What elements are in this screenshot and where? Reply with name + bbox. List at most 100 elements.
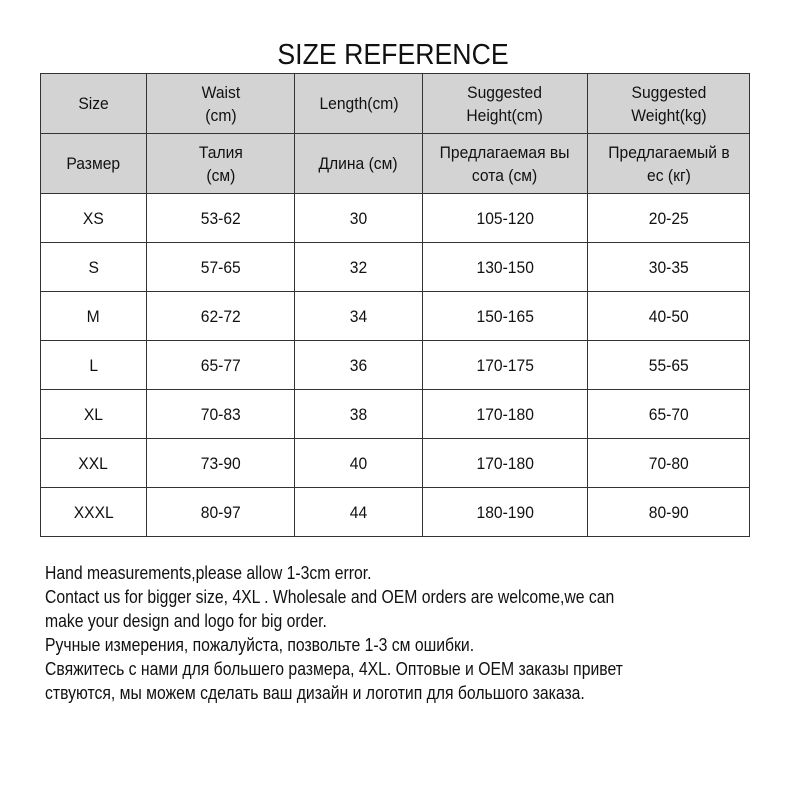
table-cell: 80-90	[587, 487, 750, 537]
table-cell: 40	[294, 438, 423, 488]
cell-text: 170-180	[476, 404, 534, 424]
cell-text: 40	[349, 453, 368, 473]
cell-text: 38	[349, 404, 368, 424]
table-row: XXXL 80-97 44 180-190 80-90	[40, 487, 750, 537]
table-cell: 20-25	[587, 193, 750, 243]
cell-text: Waist (cm)	[201, 82, 240, 125]
cell-text: 65-77	[200, 355, 241, 375]
note-line: Свяжитесь с нами для большего размера, 4…	[45, 659, 623, 679]
table-cell: 30-35	[587, 242, 750, 292]
table-row: XL 70-83 38 170-180 65-70	[40, 389, 750, 439]
table-cell: XS	[40, 193, 147, 243]
cell-text: 130-150	[476, 257, 534, 277]
cell-text: 65-70	[648, 404, 689, 424]
cell-text: 36	[349, 355, 368, 375]
cell-text: XS	[83, 208, 104, 228]
table-row: XXL 73-90 40 170-180 70-80	[40, 438, 750, 488]
size-table: Size Waist (cm) Length(cm) Suggested Height…	[40, 73, 750, 537]
cell-text: 70-80	[648, 453, 689, 473]
cell-text: S	[88, 257, 99, 277]
table-row: L 65-77 36 170-175 55-65	[40, 340, 750, 390]
cell-text: 150-165	[476, 306, 534, 326]
cell-text: 170-175	[476, 355, 534, 375]
table-cell: XXXL	[40, 487, 147, 537]
table-cell: 130-150	[422, 242, 588, 292]
table-cell: 32	[294, 242, 423, 292]
table-cell: 65-70	[587, 389, 750, 439]
table-cell: Предлагаемая вы сота (см)	[422, 133, 588, 194]
cell-text: 44	[349, 502, 368, 522]
header-row-english: Size Waist (cm) Length(cm) Suggested Height…	[40, 73, 750, 134]
table-cell: Предлагаемый в ес (кг)	[587, 133, 750, 194]
table-cell: Suggested Height(cm)	[422, 73, 588, 134]
cell-text: 80-97	[200, 502, 241, 522]
table-cell: 40-50	[587, 291, 750, 341]
cell-text: 62-72	[200, 306, 241, 326]
cell-text: Предлагаемый в ес (кг)	[607, 142, 730, 185]
cell-text: 32	[349, 257, 368, 277]
table-cell: 55-65	[587, 340, 750, 390]
table-cell: 180-190	[422, 487, 588, 537]
table-cell: M	[40, 291, 147, 341]
table-cell: 36	[294, 340, 423, 390]
table-row: XS 53-62 30 105-120 20-25	[40, 193, 750, 243]
note-line: make your design and logo for big order.	[45, 611, 327, 631]
page-title: SIZE REFERENCE	[277, 39, 509, 71]
table-cell: 150-165	[422, 291, 588, 341]
cell-text: Size	[78, 94, 109, 113]
cell-text: 40-50	[648, 306, 689, 326]
table-row: S 57-65 32 130-150 30-35	[40, 242, 750, 292]
table-cell: 62-72	[146, 291, 295, 341]
cell-text: 57-65	[200, 257, 241, 277]
cell-text: 73-90	[200, 453, 241, 473]
table-cell: XXL	[40, 438, 147, 488]
table-cell: 53-62	[146, 193, 295, 243]
table-cell: Талия (см)	[146, 133, 295, 194]
cell-text: Suggested Height(cm)	[466, 82, 544, 125]
cell-text: 55-65	[648, 355, 689, 375]
table-cell: 80-97	[146, 487, 295, 537]
table-cell: 70-80	[587, 438, 750, 488]
cell-text: Длина (см)	[318, 154, 399, 173]
table-cell: 70-83	[146, 389, 295, 439]
table-cell: 73-90	[146, 438, 295, 488]
header-row-russian: Размер Талия (см) Длина (см) Предлагаемая в…	[40, 133, 750, 194]
table-cell: XL	[40, 389, 147, 439]
cell-text: 30	[349, 208, 368, 228]
cell-text: Length(cm)	[318, 94, 399, 113]
cell-text: 53-62	[200, 208, 241, 228]
cell-text: 34	[349, 306, 368, 326]
table-cell: 34	[294, 291, 423, 341]
cell-text: 70-83	[200, 404, 241, 424]
cell-text: Размер	[66, 154, 121, 173]
table-cell: 65-77	[146, 340, 295, 390]
note-line: Ручные измерения, пожалуйста, позвольте …	[45, 635, 475, 655]
table-cell: Size	[40, 73, 147, 134]
table-cell: 170-180	[422, 438, 588, 488]
cell-text: Талия (см)	[198, 142, 243, 185]
table-cell: Размер	[40, 133, 147, 194]
table-cell: 38	[294, 389, 423, 439]
table-cell: 30	[294, 193, 423, 243]
table-row: M 62-72 34 150-165 40-50	[40, 291, 750, 341]
cell-text: 105-120	[476, 208, 534, 228]
cell-text: Предлагаемая вы сота (см)	[440, 142, 570, 185]
cell-text: XL	[83, 404, 104, 424]
cell-text: 80-90	[648, 502, 689, 522]
note-line: ствуются, мы можем сделать ваш дизайн и …	[45, 683, 585, 703]
cell-text: 20-25	[648, 208, 689, 228]
table-cell: Waist (cm)	[146, 73, 295, 134]
table-cell: L	[40, 340, 147, 390]
table-cell: 105-120	[422, 193, 588, 243]
table-cell: S	[40, 242, 147, 292]
table-cell: Suggested Weight(kg)	[587, 73, 750, 134]
table-cell: 170-180	[422, 389, 588, 439]
note-line: Contact us for bigger size, 4XL . Wholes…	[45, 587, 615, 607]
table-cell: Длина (см)	[294, 133, 423, 194]
cell-text: 30-35	[648, 257, 689, 277]
table-cell: 44	[294, 487, 423, 537]
cell-text: 180-190	[476, 502, 534, 522]
note-line: Hand measurements,please allow 1-3cm err…	[45, 563, 372, 583]
table-cell: Length(cm)	[294, 73, 423, 134]
